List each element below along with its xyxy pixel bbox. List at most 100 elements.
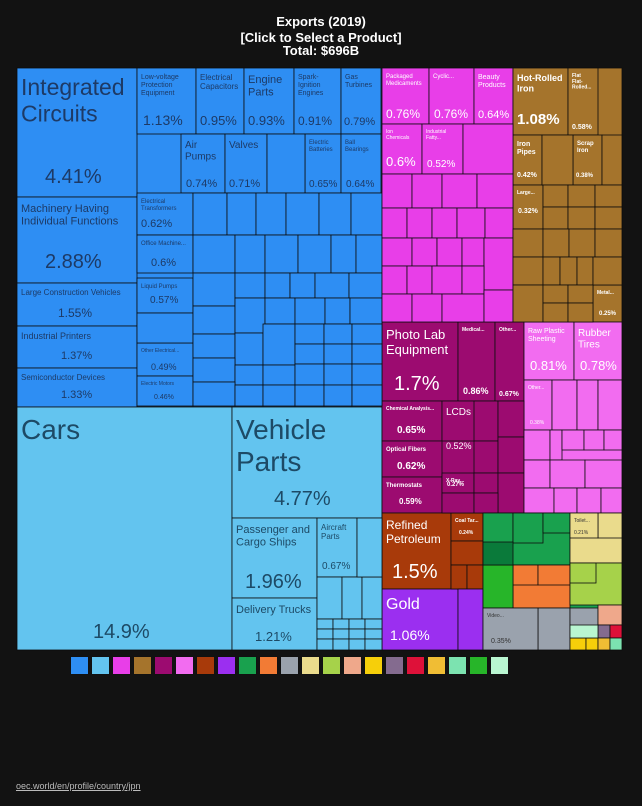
tile-instruments-minor-3[interactable]: [497, 436, 525, 474]
tile-plastics-and-rubbers-minor-11[interactable]: [523, 487, 555, 514]
tile-machinery-minor-17[interactable]: [314, 272, 350, 299]
tile-mineral-products-minor-0[interactable]: [450, 540, 484, 566]
tile-engine-parts[interactable]: [243, 67, 295, 135]
tile-machinery-minor-8[interactable]: [234, 234, 266, 274]
tile-metals-minor-4[interactable]: [594, 184, 623, 208]
tile-transportation-minor-11[interactable]: [364, 628, 383, 640]
tile-plastics-and-rubbers-minor-7[interactable]: [603, 429, 623, 451]
tile-machinery-minor-2[interactable]: [226, 192, 257, 236]
tile-machinery-minor-32[interactable]: [192, 357, 236, 383]
tile-metals-minor-13[interactable]: [542, 256, 561, 286]
tile-machinery-minor-19[interactable]: [136, 312, 194, 344]
tile-other-sector-17[interactable]: [609, 624, 623, 639]
tile-plastics-and-rubbers-minor-13[interactable]: [576, 487, 602, 514]
tile-metals-minor-8[interactable]: [512, 228, 544, 258]
tile-transportation-minor-5[interactable]: [332, 618, 350, 630]
source-link[interactable]: oec.world/en/profile/country/jpn: [16, 781, 141, 791]
tile-hot-rolled-iron[interactable]: [512, 67, 569, 136]
tile-metals-minor-2[interactable]: [542, 184, 569, 208]
tile-chemical-products-minor-20[interactable]: [411, 293, 443, 323]
tile-raw-plastic-sheeting[interactable]: [523, 321, 575, 381]
tile-toilet[interactable]: [569, 512, 599, 539]
tile-other-sector-13[interactable]: [597, 604, 623, 626]
tile-machinery-minor-46[interactable]: [351, 384, 383, 407]
tile-machinery-minor-0[interactable]: [266, 133, 306, 194]
tile-machinery-minor-26[interactable]: [192, 333, 236, 359]
tile-other[interactable]: [494, 321, 525, 402]
tile-other-sector-19[interactable]: [609, 637, 623, 651]
tile-machinery-minor-31[interactable]: [351, 323, 383, 345]
tile-flat-flat-rolled[interactable]: [567, 67, 599, 136]
tile-metals-minor-3[interactable]: [567, 184, 596, 208]
tile-other-sector-3[interactable]: [542, 512, 571, 534]
tile-chemical-products-minor-9[interactable]: [484, 207, 514, 239]
tile-large[interactable]: [512, 184, 544, 230]
tile-other-sector-15[interactable]: [585, 637, 599, 651]
tile-transportation-minor-4[interactable]: [316, 618, 334, 630]
tile-other-sector-21[interactable]: [569, 624, 599, 639]
tile-instruments-minor-7[interactable]: [473, 492, 499, 514]
tile-transportation-minor-13[interactable]: [332, 638, 350, 651]
legend-swatch-16[interactable]: [406, 656, 425, 675]
tile-plastics-and-rubbers-minor-2[interactable]: [597, 379, 623, 431]
tile-metals-minor-21[interactable]: [567, 302, 594, 323]
tile-other-sector-18[interactable]: [597, 637, 611, 651]
legend-swatch-1[interactable]: [91, 656, 110, 675]
tile-machinery-minor-21[interactable]: [234, 297, 266, 334]
legend-swatch-7[interactable]: [217, 656, 236, 675]
tile-machinery-minor-42[interactable]: [323, 363, 353, 386]
tile-machinery-minor-12[interactable]: [355, 234, 383, 274]
tile-chemical-products-minor-12[interactable]: [436, 237, 463, 267]
tile-chemical-products-minor-8[interactable]: [456, 207, 486, 239]
tile-metals-minor-1[interactable]: [601, 134, 623, 186]
legend-swatch-13[interactable]: [343, 656, 362, 675]
tile-machinery-minor-40[interactable]: [262, 384, 296, 407]
tile-transportation-minor-0[interactable]: [316, 576, 343, 620]
legend-swatch-19[interactable]: [469, 656, 488, 675]
tile-machinery-minor-13[interactable]: [192, 272, 236, 307]
legend-swatch-20[interactable]: [490, 656, 509, 675]
tile-other-sector-1[interactable]: [482, 512, 514, 544]
tile-plastics-and-rubbers-minor-9[interactable]: [549, 459, 586, 489]
tile-thermostats[interactable]: [381, 476, 443, 514]
tile-gas-turbines[interactable]: [340, 67, 382, 135]
tile-cars[interactable]: [16, 406, 233, 651]
tile-rubber-tires[interactable]: [573, 321, 623, 381]
tile-chemical-products-minor-1[interactable]: [381, 173, 413, 209]
tile-plastics-and-rubbers-minor-0[interactable]: [551, 379, 578, 431]
tile-metals-minor-6[interactable]: [567, 206, 596, 230]
tile-metals-minor-14[interactable]: [559, 256, 578, 286]
legend-swatch-5[interactable]: [175, 656, 194, 675]
legend-swatch-0[interactable]: [70, 656, 89, 675]
tile-metals-minor-20[interactable]: [542, 302, 569, 323]
tile-chemical-products-minor-18[interactable]: [461, 265, 485, 295]
tile-precious-metals-minor-0[interactable]: [457, 588, 484, 651]
tile-metals-minor-0[interactable]: [541, 134, 574, 186]
tile-metals-minor-17[interactable]: [512, 284, 544, 323]
tile-instruments-minor-6[interactable]: [441, 492, 475, 514]
tile-electrical-capacitors[interactable]: [195, 67, 245, 135]
tile-machinery-minor-7[interactable]: [192, 234, 236, 274]
tile-machinery-minor-27[interactable]: [234, 332, 264, 366]
tile-machinery-minor-38[interactable]: [192, 381, 236, 407]
tile-metals-minor-7[interactable]: [594, 206, 623, 230]
tile-iron-pipes[interactable]: [512, 134, 543, 186]
tile-chemical-analysis[interactable]: [381, 400, 443, 442]
tile-industrial-printers[interactable]: [16, 325, 138, 369]
tile-machinery-minor-44[interactable]: [294, 384, 325, 407]
tile-machinery-minor-39[interactable]: [234, 384, 264, 407]
tile-metals-minor-10[interactable]: [568, 228, 596, 258]
tile-chemical-products-minor-11[interactable]: [411, 237, 438, 267]
legend-swatch-14[interactable]: [364, 656, 383, 675]
tile-transportation-minor-12[interactable]: [316, 638, 334, 651]
legend-swatch-12[interactable]: [322, 656, 341, 675]
tile-machinery-minor-15[interactable]: [264, 272, 291, 299]
tile-metals-minor-16[interactable]: [592, 256, 623, 286]
legend-swatch-10[interactable]: [280, 656, 299, 675]
tile-machinery-minor-5[interactable]: [318, 192, 352, 236]
tile-machinery-minor-11[interactable]: [330, 234, 357, 274]
tile-plastics-and-rubbers-minor-12[interactable]: [553, 487, 578, 514]
tile-metals-minor-18[interactable]: [542, 284, 569, 304]
tile-plastics-and-rubbers-minor-5[interactable]: [561, 429, 585, 451]
tile-video[interactable]: [482, 607, 539, 651]
